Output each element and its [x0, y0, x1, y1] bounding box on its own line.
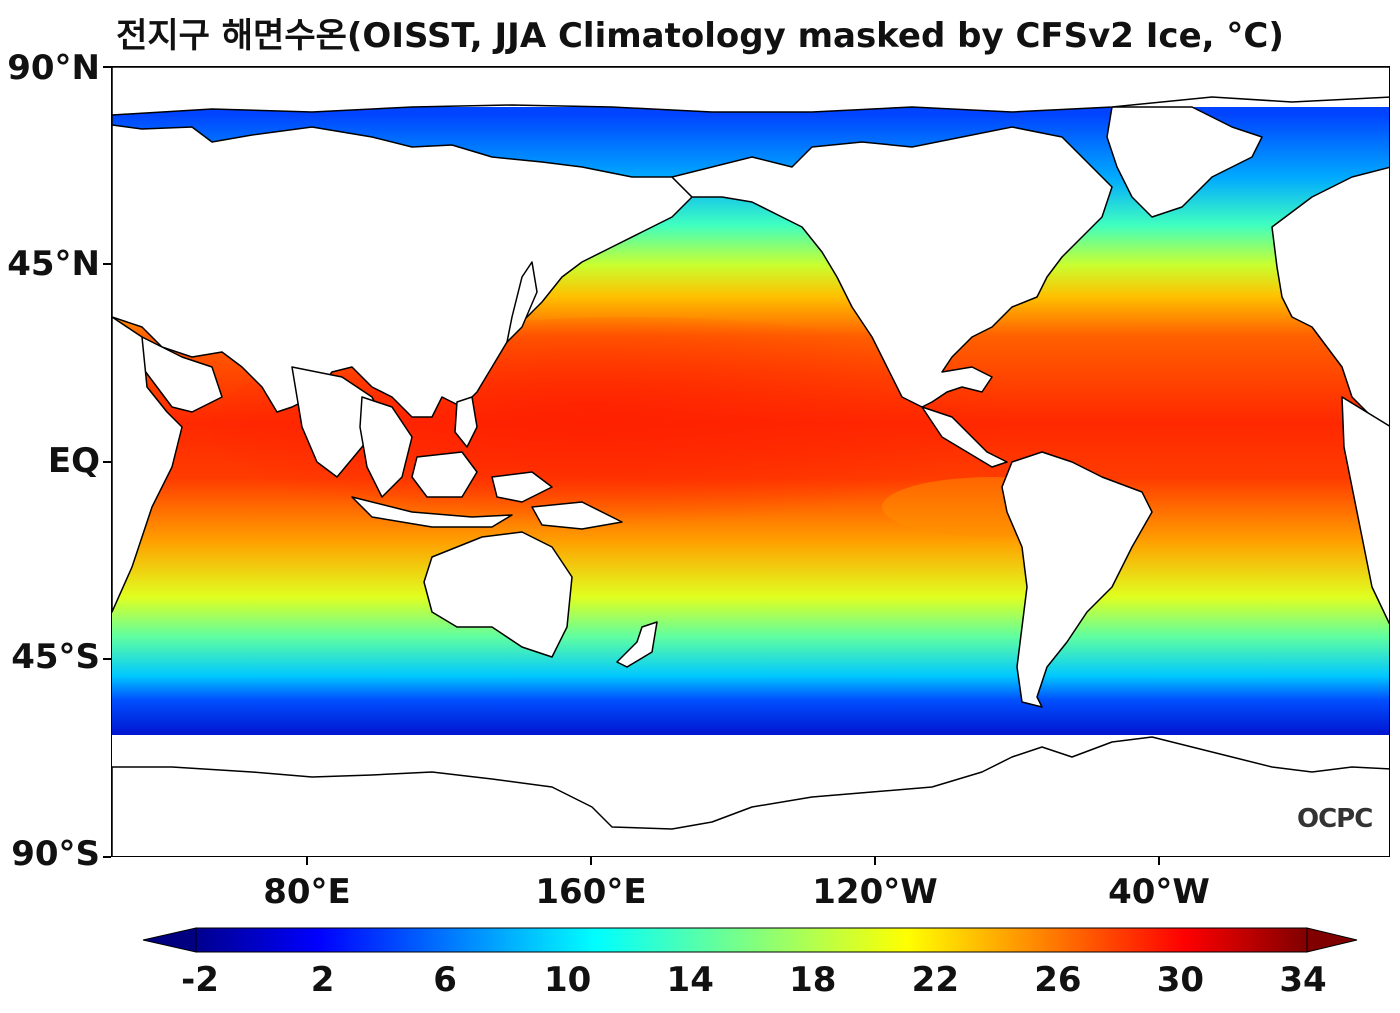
- sst-map: [111, 66, 1390, 857]
- lon-label-80e: 80°E: [263, 872, 351, 912]
- colorbar-tick-label: 22: [911, 960, 959, 1000]
- lon-tick: [1158, 857, 1160, 865]
- colorbar-extend-high: [1306, 927, 1358, 953]
- ocpc-logo: OCPC: [1297, 804, 1373, 834]
- colorbar-bar: [195, 927, 1308, 953]
- lat-label-90n: 90°N: [7, 48, 100, 88]
- lat-label-45n: 45°N: [7, 244, 100, 284]
- colorbar-tick-label: -2: [181, 960, 219, 1000]
- sst-map-canvas: [112, 67, 1389, 856]
- lat-tick: [103, 658, 111, 660]
- lat-tick: [103, 263, 111, 265]
- lat-label-90s: 90°S: [11, 834, 100, 874]
- lat-label-45s: 45°S: [11, 637, 100, 677]
- lat-tick: [103, 856, 111, 858]
- colorbar-tick-label: 6: [433, 960, 457, 1000]
- lat-tick: [103, 461, 111, 463]
- colorbar-tick-label: 26: [1034, 960, 1082, 1000]
- map-title: 전지구 해면수온(OISST, JJA Climatology masked b…: [116, 16, 1284, 56]
- colorbar-tick-label: 34: [1279, 960, 1327, 1000]
- colorbar-tick-label: 18: [789, 960, 837, 1000]
- colorbar-extend-low: [142, 927, 197, 953]
- lon-label-120w: 120°W: [812, 872, 938, 912]
- lat-tick: [103, 66, 111, 68]
- colorbar-tick-label: 2: [310, 960, 335, 1000]
- colorbar: [142, 927, 1358, 953]
- colorbar-tick-label: 10: [543, 960, 592, 1000]
- lon-tick: [874, 857, 876, 865]
- lon-label-40w: 40°W: [1108, 872, 1210, 912]
- lon-tick: [306, 857, 308, 865]
- colorbar-tick-label: 30: [1156, 960, 1205, 1000]
- colorbar-tick-label: 14: [666, 960, 714, 1000]
- lat-label-eq: EQ: [47, 441, 100, 481]
- lon-tick: [590, 857, 592, 865]
- lon-label-160e: 160°E: [535, 872, 647, 912]
